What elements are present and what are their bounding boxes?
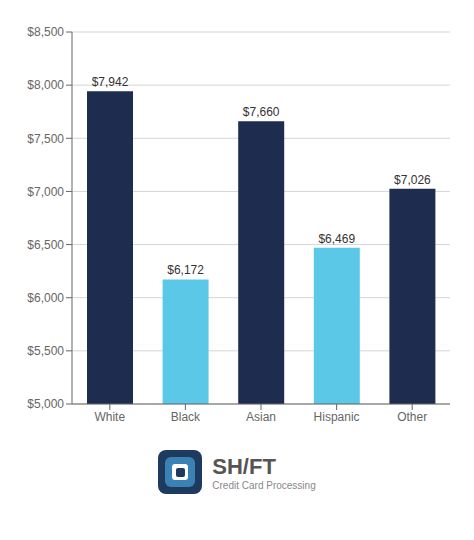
- svg-text:$7,500: $7,500: [27, 132, 64, 146]
- svg-text:Asian: Asian: [246, 410, 276, 424]
- svg-text:$6,500: $6,500: [27, 238, 64, 252]
- svg-text:$6,469: $6,469: [318, 232, 355, 246]
- svg-text:$7,000: $7,000: [27, 185, 64, 199]
- svg-text:$5,000: $5,000: [27, 397, 64, 411]
- svg-text:$8,000: $8,000: [27, 78, 64, 92]
- svg-text:$8,500: $8,500: [27, 25, 64, 39]
- html-text:Credit Card Processing: Credit Card Processing: [212, 479, 316, 491]
- svg-text:$5,500: $5,500: [27, 344, 64, 358]
- svg-text:Other: Other: [397, 410, 427, 424]
- svg-text:White: White: [94, 410, 125, 424]
- svg-text:$7,942: $7,942: [92, 75, 129, 89]
- svg-text:$6,000: $6,000: [27, 291, 64, 305]
- svg-text:Black: Black: [171, 410, 201, 424]
- svg-text:$7,026: $7,026: [394, 173, 431, 187]
- html-text:SH/FT: SH/FT: [212, 453, 276, 479]
- svg-text:$6,172: $6,172: [167, 263, 204, 277]
- svg-text:Hispanic: Hispanic: [314, 410, 360, 424]
- svg-text:$7,660: $7,660: [243, 105, 280, 119]
